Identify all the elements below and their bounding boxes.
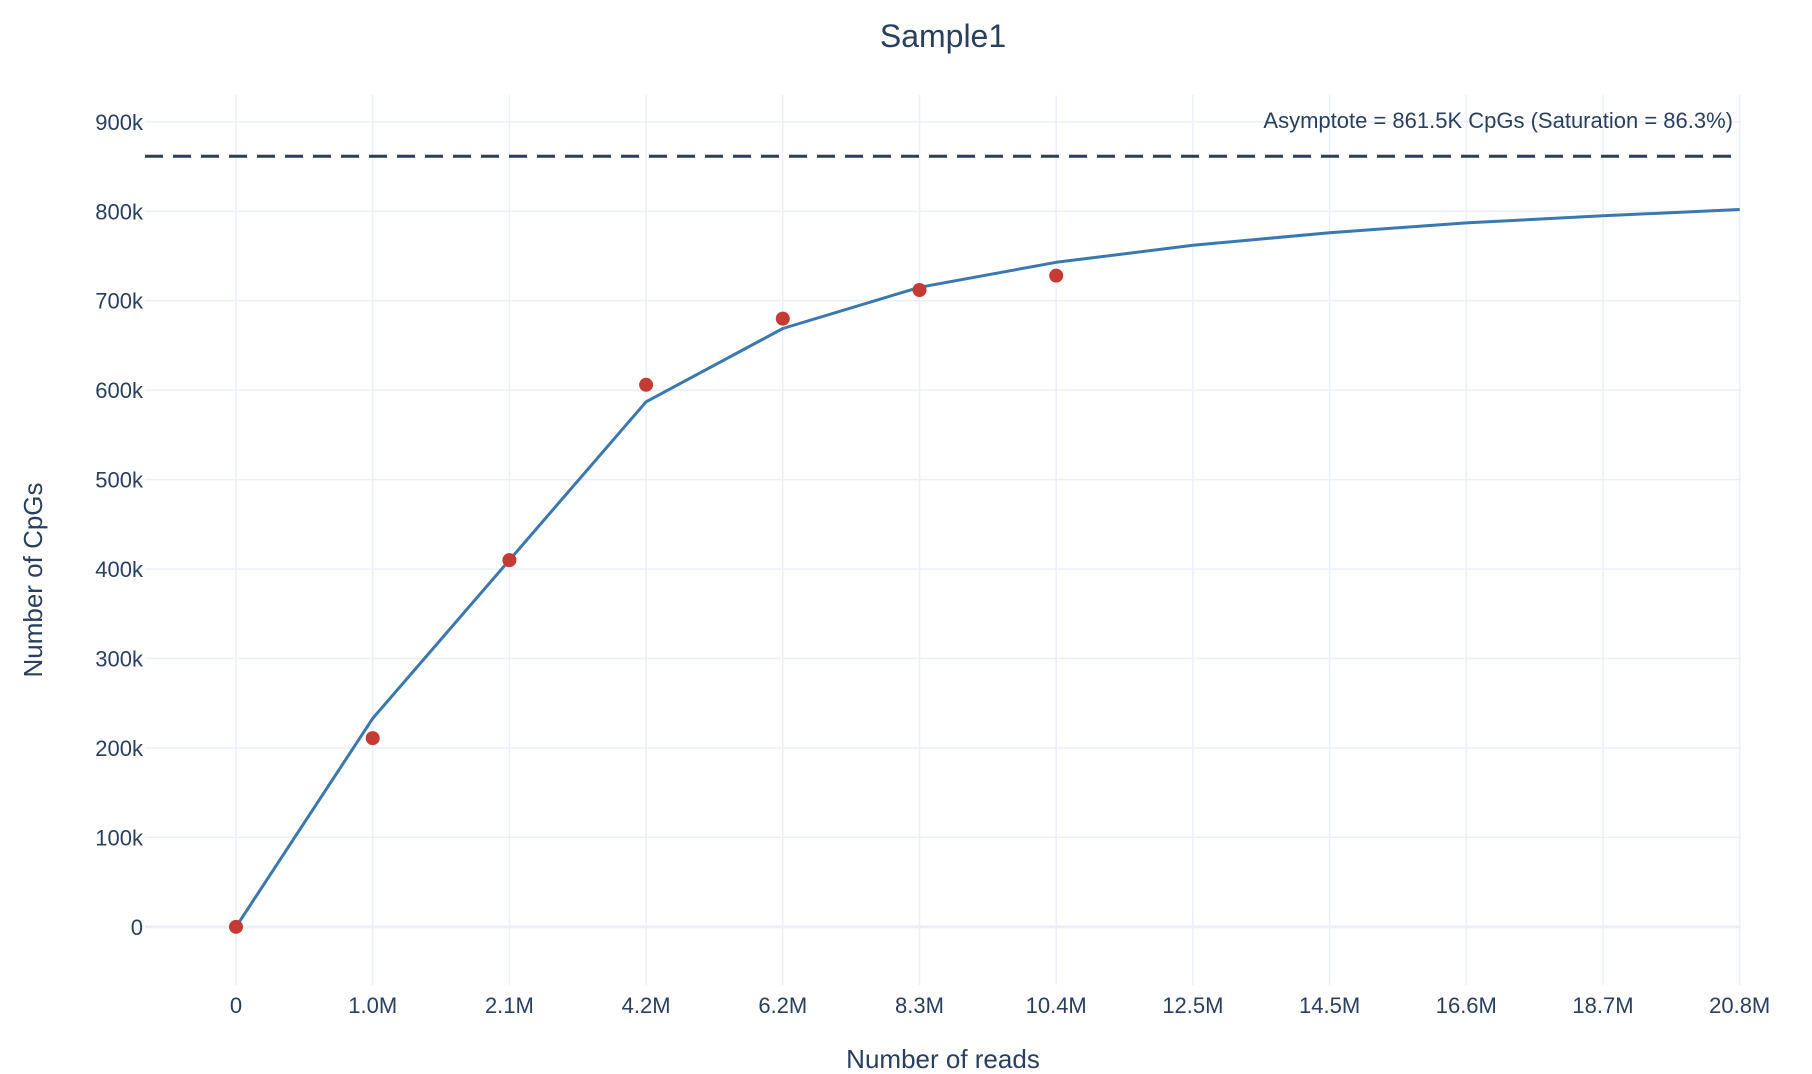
grid-layer: [145, 95, 1741, 985]
x-tick-label: 8.3M: [895, 993, 944, 1018]
observed-point: [775, 311, 790, 326]
x-tick-label: 0: [230, 993, 242, 1018]
x-tick-label: 12.5M: [1162, 993, 1223, 1018]
x-tick-label: 20.8M: [1709, 993, 1770, 1018]
fitted-curve-line: [234, 208, 1740, 928]
y-tick-label: 700k: [95, 289, 144, 314]
y-tick-label: 300k: [95, 647, 144, 672]
y-axis-title: Number of CpGs: [18, 482, 48, 677]
observed-point: [502, 553, 517, 568]
observed-point: [639, 377, 654, 392]
y-tick-label: 0: [131, 915, 143, 940]
series-layer: [229, 208, 1740, 934]
y-tick-label: 600k: [95, 378, 144, 403]
x-tick-label: 1.0M: [348, 993, 397, 1018]
x-tick-label: 14.5M: [1299, 993, 1360, 1018]
x-axis-title: Number of reads: [846, 1044, 1040, 1074]
y-tick-label: 500k: [95, 468, 144, 493]
y-tick-label: 400k: [95, 557, 144, 582]
x-tick-label: 6.2M: [758, 993, 807, 1018]
observed-point: [365, 731, 380, 746]
x-tick-label: 2.1M: [485, 993, 534, 1018]
observed-point: [912, 282, 927, 297]
tick-layer: 0 1.0M 2.1M 4.2M 6.2M 8.3M 10.4M 12.5M 14.5M 16.6…: [95, 110, 1770, 1018]
asymptote-label: Asymptote = 861.5K CpGs (Saturation = 86…: [1263, 108, 1733, 133]
y-tick-label: 100k: [95, 825, 144, 850]
observed-point: [1049, 268, 1064, 283]
x-tick-label: 4.2M: [622, 993, 671, 1018]
y-tick-label: 800k: [95, 199, 144, 224]
y-tick-label: 900k: [95, 110, 144, 135]
x-tick-label: 18.7M: [1572, 993, 1633, 1018]
chart-title: Sample1: [880, 18, 1006, 54]
y-tick-label: 200k: [95, 736, 144, 761]
x-tick-label: 16.6M: [1436, 993, 1497, 1018]
x-tick-label: 10.4M: [1026, 993, 1087, 1018]
observed-point: [229, 919, 243, 934]
